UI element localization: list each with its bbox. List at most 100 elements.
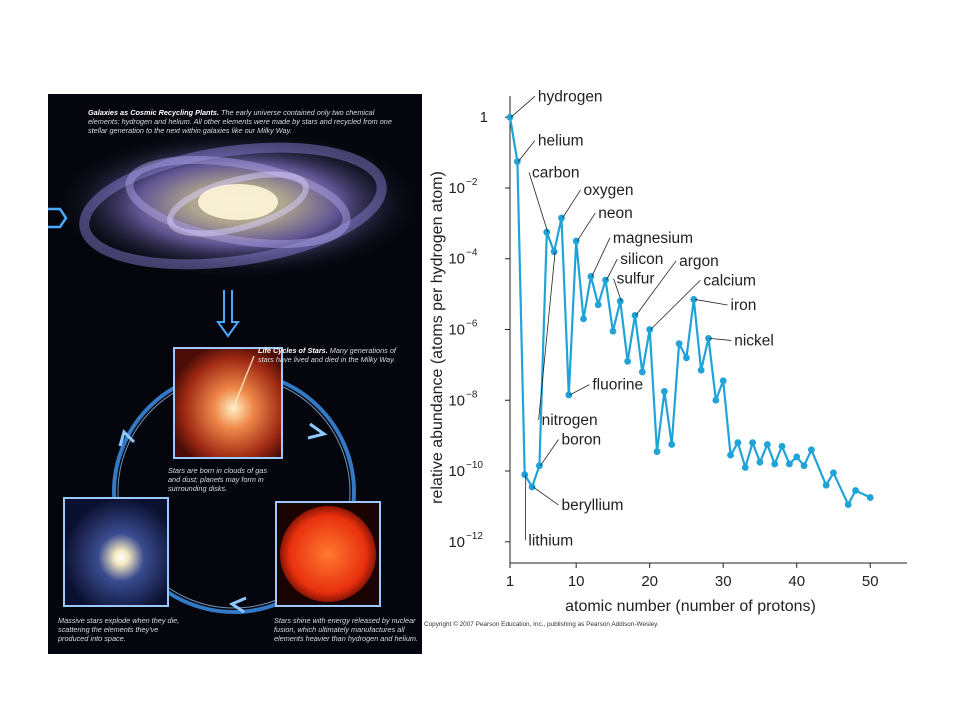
data-point: [785, 460, 793, 468]
data-point: [830, 469, 837, 477]
y-tick-exponent: −12: [466, 531, 483, 542]
data-point: [594, 301, 602, 309]
element-label: argon: [679, 253, 719, 270]
data-point: [749, 439, 757, 447]
galaxy-core: [198, 184, 278, 220]
life-cycle-caption-text: Many generations of stars have lived and…: [258, 346, 396, 364]
data-point: [800, 462, 808, 470]
data-point: [763, 441, 771, 448]
data-point: [660, 388, 668, 395]
galaxy-arm: [79, 142, 387, 270]
element-label: iron: [731, 297, 757, 314]
life-cycle-caption: Life Cycles of Stars. Many generations o…: [258, 346, 408, 364]
cycle-arrow-icon: [228, 596, 247, 614]
label-leader-line: [606, 258, 618, 281]
data-point: [646, 326, 654, 333]
x-axis-title: atomic number (number of protons): [565, 598, 816, 615]
element-label: calcium: [703, 272, 756, 289]
data-point: [521, 471, 529, 478]
cycle-arrow-icon: [307, 422, 328, 440]
label-leader-line: [591, 237, 611, 277]
galaxy-caption: Galaxies as Cosmic Recycling Plants. The…: [88, 108, 408, 135]
data-point: [675, 340, 683, 348]
element-label: nickel: [734, 332, 774, 349]
arrow-in-icon: [48, 207, 68, 229]
star-fusion-caption: Stars shine with energy released by nucl…: [274, 616, 419, 643]
y-tick-label: 10: [448, 322, 465, 339]
cycle-arrow-icon: [118, 429, 136, 447]
data-point: [543, 228, 551, 236]
label-leader-line: [694, 299, 728, 306]
element-label: neon: [598, 205, 632, 222]
element-label: helium: [538, 133, 584, 150]
data-point: [697, 366, 705, 374]
label-leader-line: [576, 212, 596, 242]
supernova-caption: Massive stars explode when they die, sca…: [58, 616, 180, 643]
data-point: [638, 368, 646, 376]
label-leader-line: [569, 384, 590, 396]
data-point: [756, 458, 764, 466]
galaxy-arm: [167, 171, 309, 237]
x-tick-label: 50: [862, 573, 879, 590]
data-point: [616, 297, 624, 305]
data-point: [565, 391, 573, 399]
label-leader-line: [613, 278, 622, 302]
y-tick-exponent: −4: [466, 248, 478, 259]
data-point: [513, 158, 521, 165]
y-tick-exponent: −2: [466, 177, 478, 188]
y-tick-exponent: −6: [466, 319, 478, 330]
copyright-notice: Copyright © 2007 Pearson Education, Inc.…: [424, 621, 659, 628]
data-point: [653, 448, 661, 455]
label-leader-line: [518, 140, 536, 162]
x-tick-label: 20: [641, 573, 658, 590]
label-leader-line: [538, 251, 556, 421]
data-point: [609, 327, 617, 335]
data-point: [668, 441, 676, 448]
data-point: [712, 396, 720, 404]
y-tick-label: 10: [448, 251, 465, 268]
label-leader-line: [709, 337, 732, 341]
sun-disk: [280, 506, 376, 602]
data-point: [690, 296, 698, 303]
life-cycle-caption-title: Life Cycles of Stars.: [258, 346, 328, 355]
data-point: [771, 460, 779, 468]
label-leader-line: [635, 260, 677, 316]
y-tick-label: 10: [448, 463, 465, 480]
data-point: [506, 113, 514, 121]
data-point: [719, 377, 727, 385]
element-label: sulfur: [617, 271, 655, 288]
element-label: lithium: [528, 532, 573, 549]
data-point: [844, 501, 852, 509]
abundance-series: [506, 113, 874, 509]
y-tick-label: 10: [448, 180, 465, 197]
data-point: [528, 483, 536, 491]
galaxy-arm: [125, 155, 351, 249]
star-birth-caption: Stars are born in clouds of gas and dust…: [168, 466, 267, 493]
data-point: [734, 439, 742, 447]
y-tick-exponent: −10: [466, 460, 483, 471]
y-tick-label: 1: [480, 109, 488, 126]
element-label: fluorine: [592, 377, 643, 394]
data-point: [683, 354, 690, 362]
label-leader-line: [528, 172, 549, 233]
element-labels: hydrogen helium carbon oxygen neon magnesium s…: [510, 90, 774, 549]
illustration-graphics: [48, 129, 422, 614]
stellar-recycling-illustration: Galaxies as Cosmic Recycling Plants. The…: [48, 94, 422, 654]
element-label: oxygen: [584, 182, 634, 199]
element-label: silicon: [620, 251, 663, 268]
element-label: carbon: [532, 164, 579, 181]
x-tick-label: 30: [715, 573, 732, 590]
label-leader-line: [650, 279, 701, 330]
x-tick-label: 1: [506, 573, 514, 590]
data-point: [793, 453, 801, 461]
arrow-down-icon: [216, 290, 240, 338]
label-leader-line: [562, 189, 581, 219]
x-tick-label: 10: [568, 573, 585, 590]
y-tick-exponent: −8: [466, 389, 478, 400]
data-point: [705, 334, 712, 342]
x-tick-label: 40: [788, 573, 805, 590]
element-label: nitrogen: [542, 412, 598, 429]
data-point: [808, 446, 815, 454]
data-point: [727, 451, 734, 459]
